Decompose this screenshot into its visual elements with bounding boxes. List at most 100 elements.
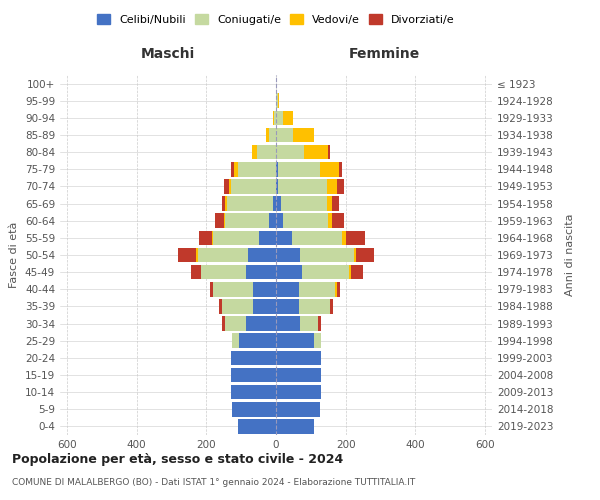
Bar: [301, 316, 318, 331]
Bar: [224, 214, 226, 228]
Bar: [276, 299, 299, 314]
Bar: [191, 265, 201, 280]
Bar: [238, 419, 276, 434]
Bar: [293, 128, 314, 142]
Bar: [276, 248, 301, 262]
Bar: [247, 265, 276, 280]
Bar: [278, 179, 326, 194]
Bar: [239, 334, 276, 348]
Bar: [226, 214, 269, 228]
Bar: [231, 162, 234, 176]
Text: Femmine: Femmine: [349, 46, 419, 60]
Bar: [276, 265, 302, 280]
Bar: [196, 248, 197, 262]
Bar: [326, 179, 337, 194]
Bar: [257, 145, 276, 160]
Bar: [276, 128, 293, 142]
Bar: [351, 265, 363, 280]
Bar: [247, 316, 276, 331]
Bar: [337, 179, 344, 194]
Bar: [349, 265, 351, 280]
Bar: [276, 94, 278, 108]
Bar: [238, 162, 276, 176]
Bar: [212, 230, 213, 245]
Bar: [276, 214, 283, 228]
Bar: [281, 196, 326, 211]
Bar: [328, 214, 332, 228]
Y-axis label: Anni di nascita: Anni di nascita: [565, 214, 575, 296]
Bar: [253, 282, 276, 296]
Bar: [224, 179, 229, 194]
Bar: [276, 145, 304, 160]
Bar: [346, 230, 365, 245]
Bar: [201, 265, 247, 280]
Bar: [232, 402, 276, 416]
Bar: [218, 299, 222, 314]
Bar: [227, 196, 272, 211]
Bar: [314, 334, 321, 348]
Text: Maschi: Maschi: [141, 46, 195, 60]
Bar: [269, 128, 276, 142]
Legend: Celibi/Nubili, Coniugati/e, Vedovi/e, Divorziati/e: Celibi/Nubili, Coniugati/e, Vedovi/e, Di…: [94, 10, 458, 28]
Bar: [339, 162, 342, 176]
Bar: [292, 230, 342, 245]
Bar: [231, 368, 276, 382]
Bar: [272, 110, 274, 125]
Bar: [299, 282, 335, 296]
Bar: [272, 196, 276, 211]
Bar: [231, 350, 276, 365]
Bar: [320, 162, 339, 176]
Bar: [234, 162, 238, 176]
Bar: [232, 334, 239, 348]
Bar: [278, 162, 320, 176]
Bar: [222, 196, 226, 211]
Bar: [215, 214, 224, 228]
Bar: [210, 282, 213, 296]
Bar: [283, 110, 293, 125]
Bar: [178, 248, 196, 262]
Bar: [276, 282, 299, 296]
Bar: [276, 110, 283, 125]
Bar: [276, 179, 278, 194]
Bar: [213, 230, 259, 245]
Y-axis label: Fasce di età: Fasce di età: [10, 222, 19, 288]
Bar: [253, 299, 276, 314]
Bar: [302, 265, 349, 280]
Bar: [356, 248, 374, 262]
Bar: [326, 196, 332, 211]
Bar: [299, 299, 330, 314]
Bar: [276, 368, 321, 382]
Bar: [197, 248, 248, 262]
Bar: [283, 214, 328, 228]
Bar: [276, 162, 278, 176]
Bar: [332, 196, 339, 211]
Bar: [332, 214, 344, 228]
Text: COMUNE DI MALALBERGO (BO) - Dati ISTAT 1° gennaio 2024 - Elaborazione TUTTITALIA: COMUNE DI MALALBERGO (BO) - Dati ISTAT 1…: [12, 478, 415, 487]
Text: Popolazione per età, sesso e stato civile - 2024: Popolazione per età, sesso e stato civil…: [12, 452, 343, 466]
Bar: [248, 248, 276, 262]
Bar: [259, 230, 276, 245]
Bar: [342, 230, 346, 245]
Bar: [274, 110, 276, 125]
Bar: [328, 145, 330, 160]
Bar: [304, 145, 328, 160]
Bar: [266, 128, 269, 142]
Bar: [276, 350, 321, 365]
Bar: [229, 179, 231, 194]
Bar: [213, 282, 253, 296]
Bar: [222, 316, 226, 331]
Bar: [276, 334, 314, 348]
Bar: [199, 230, 212, 245]
Bar: [231, 385, 276, 400]
Bar: [278, 94, 280, 108]
Bar: [301, 248, 355, 262]
Bar: [276, 196, 281, 211]
Bar: [337, 282, 340, 296]
Bar: [276, 385, 321, 400]
Bar: [318, 316, 321, 331]
Bar: [355, 248, 356, 262]
Bar: [276, 230, 292, 245]
Bar: [222, 299, 253, 314]
Bar: [335, 282, 337, 296]
Bar: [276, 402, 320, 416]
